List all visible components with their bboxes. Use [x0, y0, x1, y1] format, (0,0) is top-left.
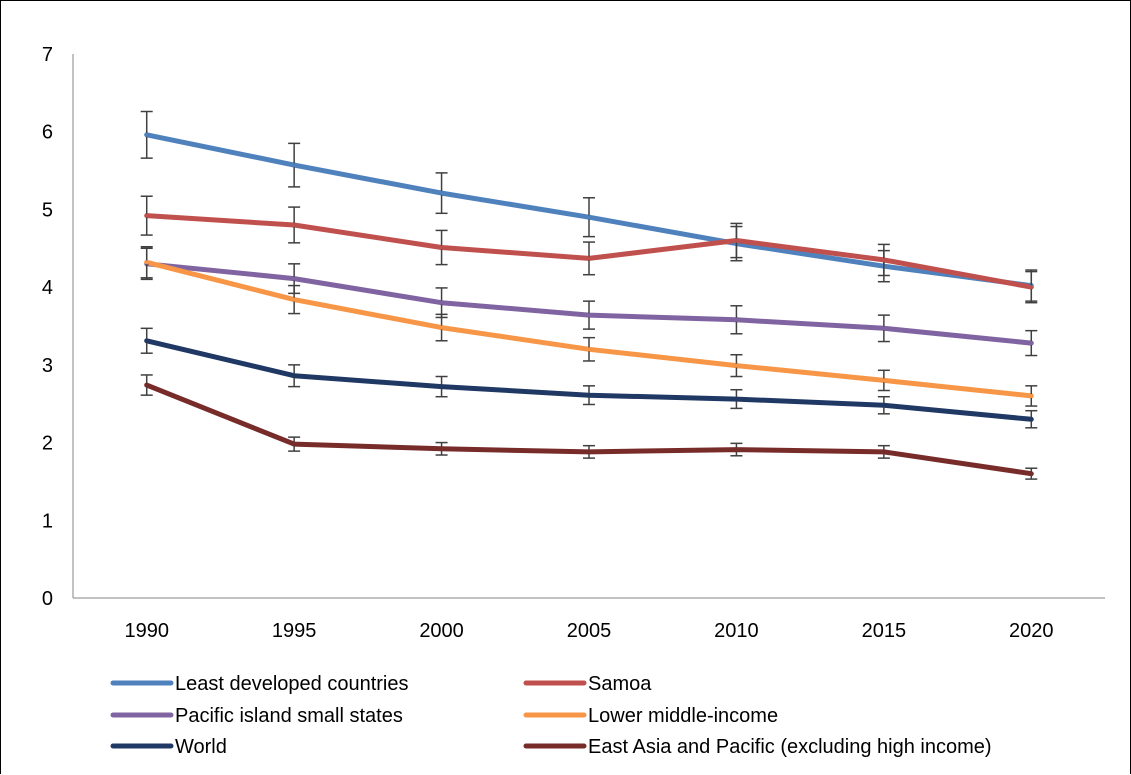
y-tick-label: 6: [42, 122, 53, 144]
legend-label: Least developed countries: [175, 673, 409, 695]
y-tick-label: 0: [42, 588, 53, 610]
data-point: [439, 325, 444, 330]
y-tick-label: 1: [42, 510, 53, 532]
data-point: [144, 383, 149, 388]
data-point: [587, 256, 591, 261]
y-tick-label: 5: [42, 199, 53, 221]
y-tick-label: 3: [42, 355, 53, 377]
data-point: [881, 449, 886, 454]
x-tick-label: 1995: [272, 620, 317, 642]
data-point: [144, 132, 149, 137]
data-point: [587, 393, 591, 398]
data-point: [881, 378, 886, 383]
y-tick-label: 4: [42, 277, 53, 299]
data-point: [439, 300, 444, 305]
legend-label: Pacific island small states: [175, 705, 403, 727]
data-point: [292, 442, 297, 447]
data-point: [734, 238, 739, 243]
data-point: [587, 215, 591, 220]
data-point: [1029, 341, 1034, 346]
data-point: [292, 297, 297, 302]
x-tick-label: 2010: [714, 620, 759, 642]
data-point: [144, 213, 149, 218]
data-point: [734, 317, 739, 322]
legend-label: Lower middle-income: [588, 705, 778, 727]
x-tick-label: 2015: [862, 620, 907, 642]
data-point: [1029, 417, 1034, 422]
y-tick-label: 2: [42, 433, 53, 455]
x-tick-label: 2020: [1009, 620, 1054, 642]
x-tick-label: 2000: [419, 620, 464, 642]
data-point: [144, 338, 149, 343]
data-point: [292, 222, 297, 227]
data-point: [439, 446, 444, 451]
data-point: [587, 449, 591, 454]
data-point: [144, 260, 149, 265]
data-point: [587, 347, 591, 352]
data-point: [734, 447, 739, 452]
x-tick-label: 1990: [124, 620, 169, 642]
data-point: [1029, 285, 1034, 290]
data-point: [439, 384, 444, 389]
data-point: [1029, 471, 1034, 476]
data-point: [587, 313, 591, 318]
legend-label: East Asia and Pacific (excluding high in…: [588, 736, 992, 758]
y-tick-label: 7: [42, 44, 53, 66]
data-point: [734, 397, 739, 402]
data-point: [734, 363, 739, 368]
data-point: [1029, 393, 1034, 398]
x-tick-label: 2005: [567, 620, 612, 642]
data-point: [881, 403, 886, 408]
data-point: [881, 257, 886, 262]
data-point: [292, 163, 297, 168]
data-point: [881, 326, 886, 331]
legend-label: Samoa: [588, 673, 652, 695]
data-point: [292, 276, 297, 281]
data-point: [439, 245, 444, 250]
legend-label: World: [175, 736, 227, 758]
data-point: [292, 373, 297, 378]
data-point: [439, 191, 444, 196]
